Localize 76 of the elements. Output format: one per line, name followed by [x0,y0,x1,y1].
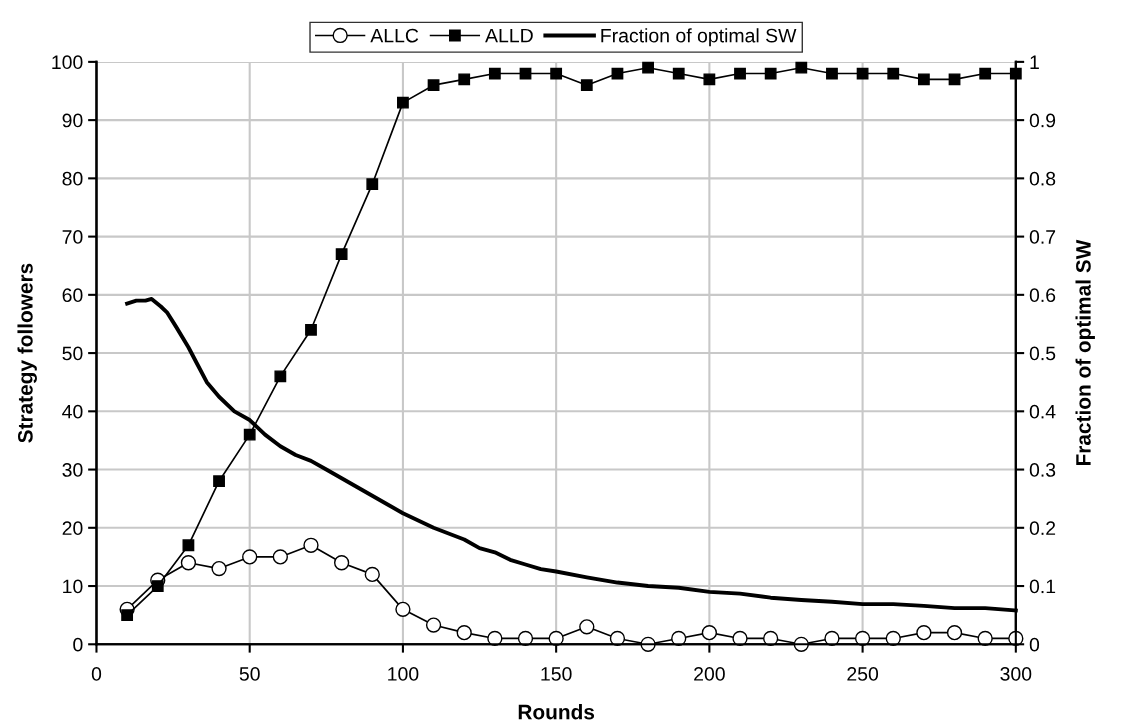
point [917,73,930,86]
y2-tick-label: 0.8 [1029,171,1056,186]
y2-tick-label: 1 [1030,55,1039,69]
x-tick-label: 0 [91,667,102,681]
y-tick-label: 90 [62,113,83,128]
point [182,539,195,552]
x-tick-label: 50 [239,667,260,681]
point [243,428,256,441]
point [488,67,501,80]
x-tick-label: 150 [541,667,572,681]
y2-tick-label: 0.9 [1029,113,1056,128]
point [456,624,472,641]
point [550,67,563,80]
x-tick-label: 300 [1000,667,1032,681]
point [642,61,654,74]
point [579,619,595,635]
y-tick-label: 80 [62,171,83,186]
point [305,323,317,336]
point [826,67,838,80]
point [948,73,961,86]
y-axis-title: Strategy followers [17,263,37,443]
y2-tick-label: 0.2 [1029,521,1056,536]
point [366,178,379,191]
point [272,549,288,565]
point [425,617,442,633]
y2-tick-label: 0.5 [1029,346,1056,361]
point [211,560,227,577]
point [151,580,164,592]
y-tick-label: 20 [62,521,83,536]
y2-tick-label: 0.1 [1029,579,1056,594]
x-axis-title: Rounds [518,704,595,720]
y2-tick-label: 0 [1029,637,1040,652]
y2-axis-title: Fraction of optimal SW [1075,239,1095,466]
point [242,549,258,565]
point [672,67,685,80]
point [364,566,380,583]
point [703,73,716,86]
point [979,67,992,80]
y-tick-label: 70 [62,230,83,244]
point [335,248,348,260]
point [946,624,963,641]
legend-label: ALLC [370,28,419,43]
point [764,67,777,80]
point [303,537,319,553]
point [180,555,197,571]
y-tick-label: 30 [62,463,83,477]
y-tick-label: 50 [62,346,83,361]
x-tick-label: 250 [847,667,879,681]
x-tick-label: 200 [694,667,725,681]
point [458,73,471,86]
point [916,624,932,641]
y-tick-label: 60 [62,288,83,303]
point [856,67,869,80]
y2-tick-label: 0.3 [1029,463,1056,477]
point [580,79,593,92]
point [395,601,411,617]
point [427,79,440,92]
y-tick-label: 0 [73,637,83,652]
y2-tick-label: 0.4 [1029,404,1056,419]
y2-tick-label: 0.7 [1029,230,1056,244]
point [274,370,287,383]
point [397,96,409,109]
y-tick-label: 10 [63,579,83,594]
point [213,475,225,488]
y2-tick-label: 0.6 [1029,288,1056,303]
x-tick-label: 100 [388,667,419,681]
point [701,624,718,641]
legend-label: ALLD [485,28,533,43]
y-tick-label: 40 [62,404,83,419]
y-tick-label: 100 [52,55,83,70]
point [734,67,746,80]
point [795,61,808,74]
point [887,67,900,80]
point [333,555,350,571]
point [121,609,134,622]
legend-label: Fraction of optimal SW [601,28,797,47]
